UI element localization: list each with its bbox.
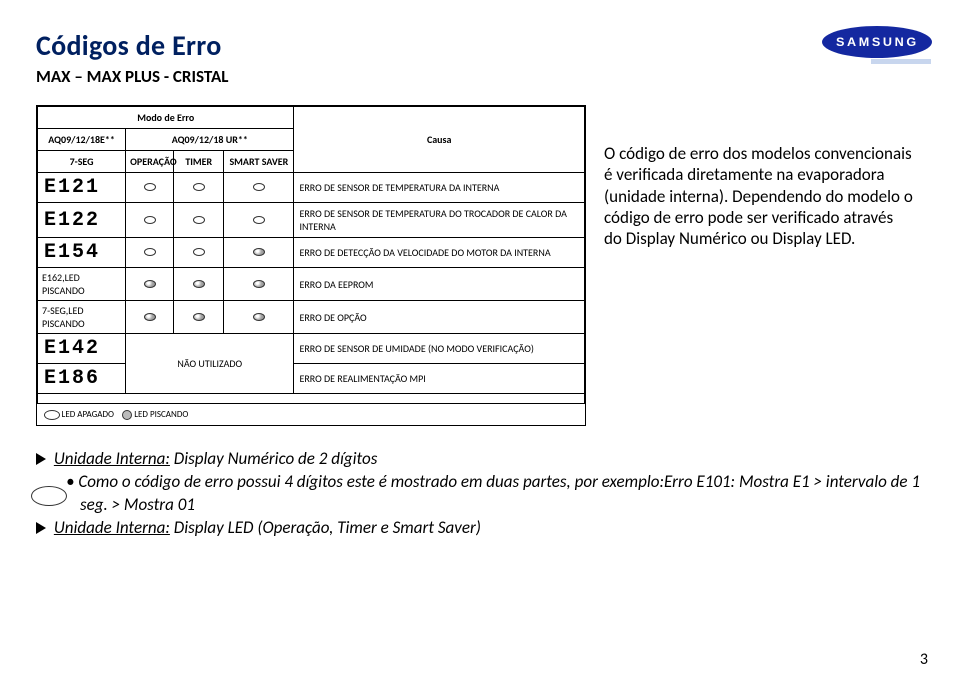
note-line3-rest: Display LED (Operação, Timer e Smart Sav… bbox=[170, 517, 481, 538]
cell-cause: ERRO DE DETECÇÃO DA VELOCIDADE DO MOTOR … bbox=[294, 238, 585, 268]
cell-cause: ERRO DE SENSOR DE TEMPERATURA DO TROCADO… bbox=[294, 203, 585, 238]
cell-led-ss bbox=[224, 173, 294, 203]
cell-led-ss bbox=[224, 301, 294, 334]
cell-led-op bbox=[126, 203, 174, 238]
page-subtitle: MAX – MAX PLUS - CRISTAL bbox=[36, 66, 924, 87]
table-row: E162,LED PISCANDO ERRO DA EEPROM bbox=[38, 268, 585, 301]
cell-led-op bbox=[126, 238, 174, 268]
chevron-icon bbox=[36, 522, 46, 534]
cell-7seg: 7-SEG,LED PISCANDO bbox=[38, 301, 126, 334]
cell-led-op bbox=[126, 301, 174, 334]
note-line3-underline: Unidade Interna: bbox=[54, 517, 170, 538]
cell-led-timer bbox=[174, 173, 224, 203]
cell-led-ss bbox=[224, 268, 294, 301]
cell-led-ss bbox=[224, 238, 294, 268]
cell-cause: ERRO DE OPÇÃO bbox=[294, 301, 585, 334]
cell-led-timer bbox=[174, 238, 224, 268]
th-operacao: OPERAÇÃO bbox=[126, 151, 174, 173]
cell-7seg: E122 bbox=[38, 203, 126, 238]
th-timer: TIMER bbox=[174, 151, 224, 173]
cell-7seg: E154 bbox=[38, 238, 126, 268]
cell-led-timer bbox=[174, 268, 224, 301]
cell-7seg: E162,LED PISCANDO bbox=[38, 268, 126, 301]
note-line1-underline: Unidade Interna: bbox=[54, 448, 170, 469]
th-modo-erro: Modo de Erro bbox=[38, 107, 294, 129]
cell-nao-utilizado: NÃO UTILIZADO bbox=[126, 334, 294, 394]
cell-led-op bbox=[126, 173, 174, 203]
legend-off-label: LED APAGADO bbox=[62, 409, 114, 420]
table-row: 7-SEG,LED PISCANDO ERRO DE OPÇÃO bbox=[38, 301, 585, 334]
brand-logo: SAMSUNG bbox=[822, 26, 932, 58]
table-row: E154 ERRO DE DETECÇÃO DA VELOCIDADE DO M… bbox=[38, 238, 585, 268]
cell-7seg: E186 bbox=[38, 364, 126, 394]
logo-underline bbox=[871, 59, 931, 64]
cell-cause: ERRO DE REALIMENTAÇÃO MPI bbox=[294, 364, 585, 394]
cell-led-timer bbox=[174, 203, 224, 238]
th-model-b: AQ09/12/18 UR** bbox=[126, 129, 294, 151]
table-row: E122 ERRO DE SENSOR DE TEMPERATURA DO TR… bbox=[38, 203, 585, 238]
cell-led-timer bbox=[174, 301, 224, 334]
table-legend: LED APAGADO LED PISCANDO bbox=[38, 404, 585, 426]
led-off-icon bbox=[44, 410, 60, 420]
page-number: 3 bbox=[920, 650, 928, 669]
table-row: E142 NÃO UTILIZADO ERRO DE SENSOR DE UMI… bbox=[38, 334, 585, 364]
th-model-a: AQ09/12/18E** bbox=[38, 129, 126, 151]
th-7seg: 7-SEG bbox=[38, 151, 126, 173]
cell-7seg: E142 bbox=[38, 334, 126, 364]
cell-cause: ERRO DA EEPROM bbox=[294, 268, 585, 301]
led-blink-icon bbox=[122, 410, 132, 420]
th-smart-saver: SMART SAVER bbox=[224, 151, 294, 173]
error-code-table: Modo de Erro Causa AQ09/12/18E** AQ09/12… bbox=[36, 105, 586, 426]
th-causa: Causa bbox=[294, 107, 585, 173]
table-row: E121 ERRO DE SENSOR DE TEMPERATURA DA IN… bbox=[38, 173, 585, 203]
chevron-icon bbox=[36, 453, 46, 465]
cell-cause: ERRO DE SENSOR DE UMIDADE (NO MODO VERIF… bbox=[294, 334, 585, 364]
note-line2: Como o código de erro possui 4 dígitos e… bbox=[78, 471, 920, 515]
note-line1-rest: Display Numérico de 2 dígitos bbox=[170, 448, 377, 469]
legend-blink-label: LED PISCANDO bbox=[134, 409, 188, 420]
cell-cause: ERRO DE SENSOR DE TEMPERATURA DA INTERNA bbox=[294, 173, 585, 203]
table-row: E186 ERRO DE REALIMENTAÇÃO MPI bbox=[38, 364, 585, 394]
cell-7seg: E121 bbox=[38, 173, 126, 203]
cell-led-op bbox=[126, 268, 174, 301]
page-title: Códigos de Erro bbox=[36, 28, 924, 63]
side-description: O código de erro dos modelos convenciona… bbox=[604, 105, 914, 426]
brand-logo-text: SAMSUNG bbox=[836, 35, 919, 49]
cell-led-ss bbox=[224, 203, 294, 238]
bottom-notes: Unidade Interna: Display Numérico de 2 d… bbox=[36, 448, 924, 540]
